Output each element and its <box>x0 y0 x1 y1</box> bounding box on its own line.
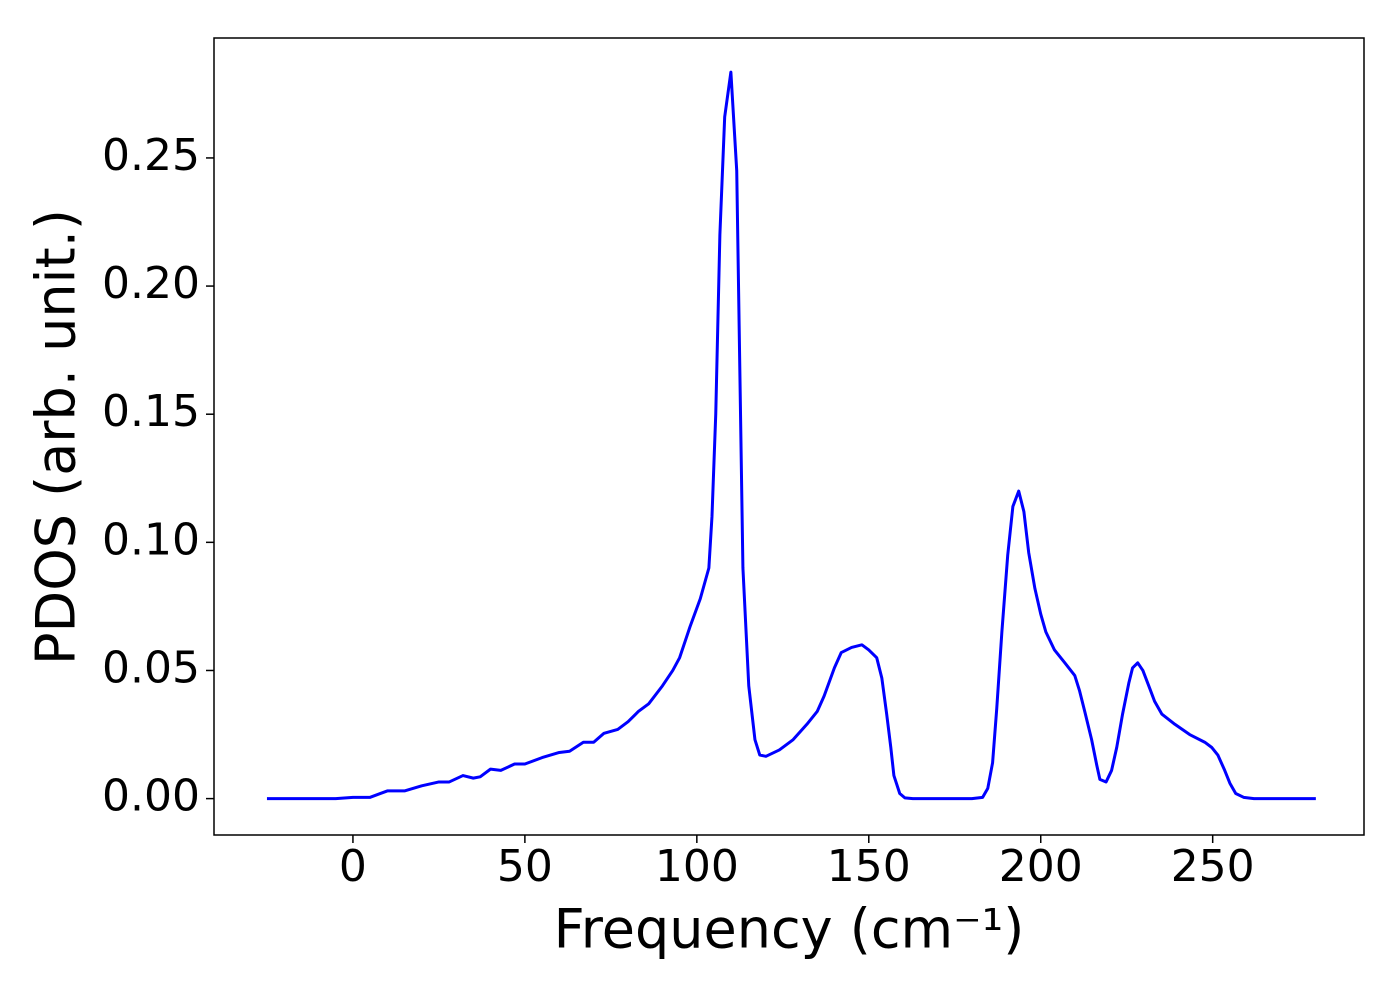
y-tick-label: 0.25 <box>102 130 200 181</box>
x-tick-label: 0 <box>339 841 367 892</box>
y-tick-label: 0.00 <box>102 771 200 822</box>
x-tick-label: 100 <box>655 841 739 892</box>
y-tick-label: 0.15 <box>102 386 200 437</box>
x-tick-label: 150 <box>827 841 911 892</box>
x-tick-label: 250 <box>1171 841 1255 892</box>
y-axis-label: PDOS (arb. unit.) <box>25 209 88 665</box>
x-tick-label: 200 <box>999 841 1083 892</box>
y-tick-label: 0.10 <box>102 514 200 565</box>
x-tick-label: 50 <box>497 841 553 892</box>
y-tick-label: 0.20 <box>102 258 200 309</box>
pdos-line <box>266 70 1316 801</box>
plot-frame <box>213 37 1365 836</box>
x-axis-label: Frequency (cm⁻¹) <box>554 898 1025 961</box>
y-tick-label: 0.05 <box>102 642 200 693</box>
